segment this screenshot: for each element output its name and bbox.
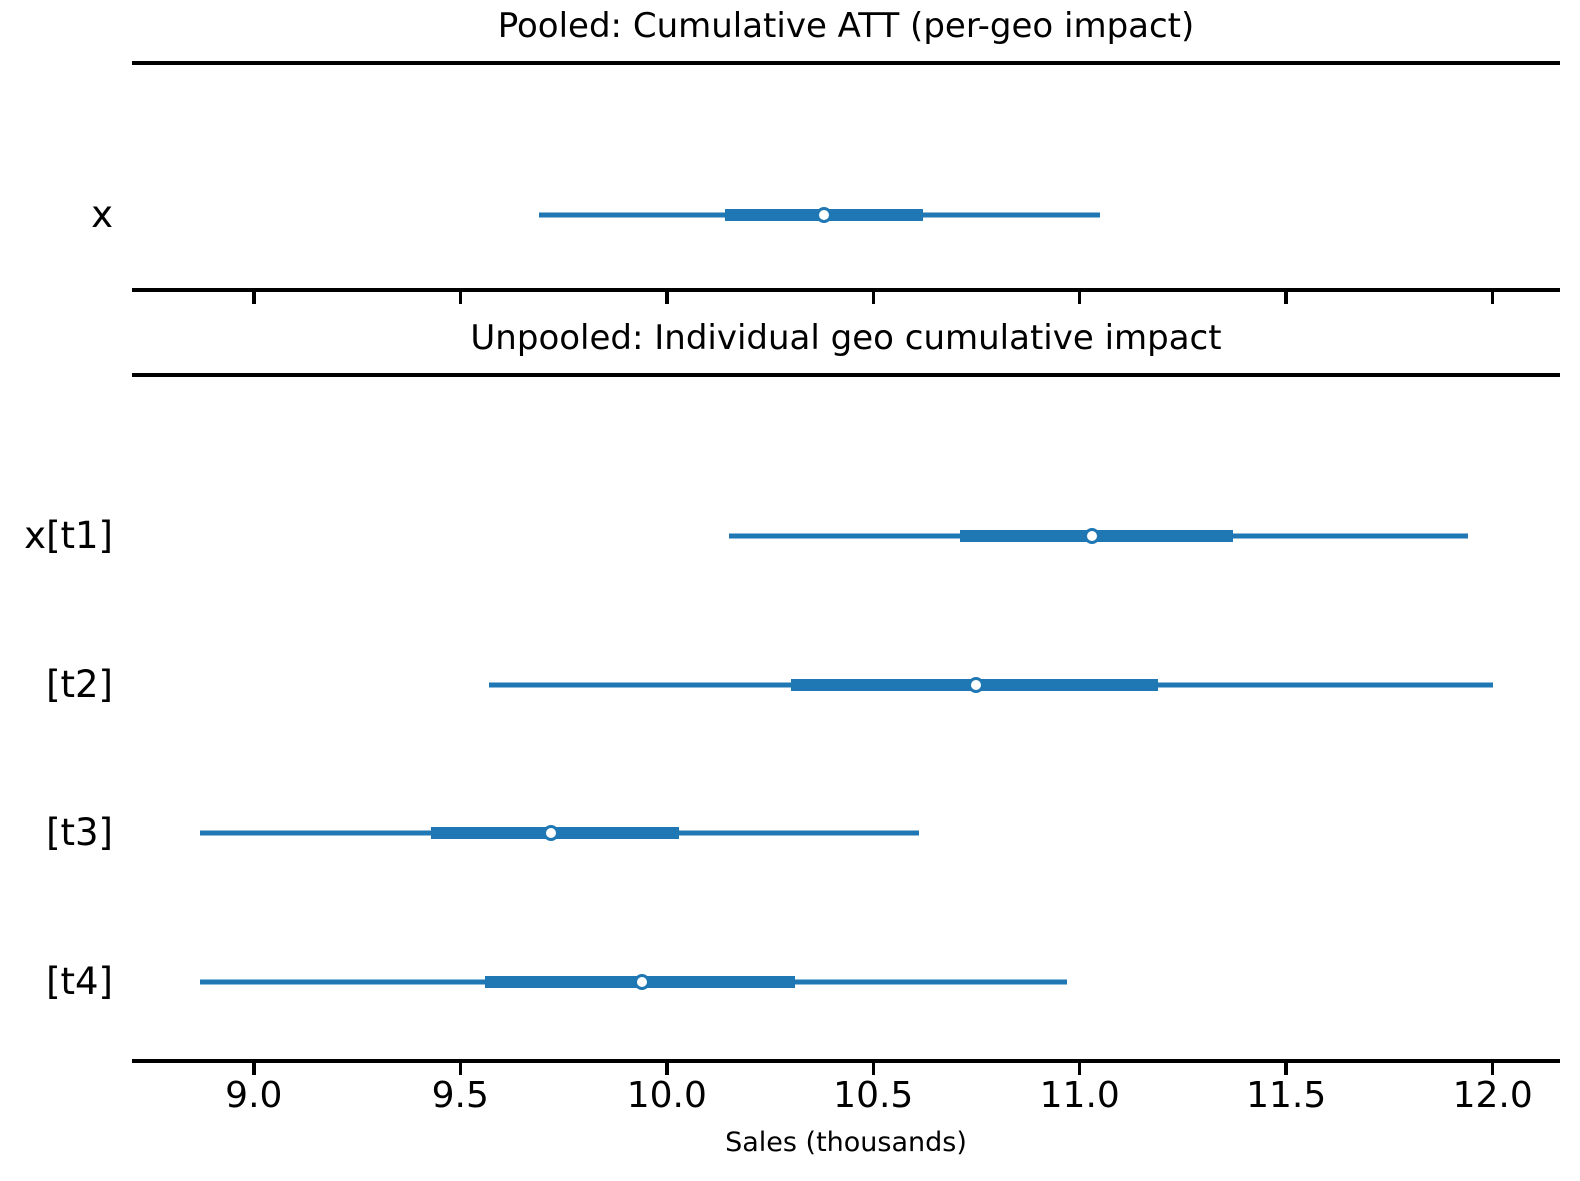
unpooled-panel-title: Unpooled: Individual geo cumulative impa…	[470, 318, 1222, 358]
x-axis-tick-mark	[252, 292, 256, 304]
mean-point-marker	[1084, 528, 1101, 544]
x-axis-tick-label: 10.5	[833, 1075, 914, 1116]
x-axis-tick-mark	[1284, 292, 1288, 304]
row-label: [t3]	[46, 811, 113, 854]
row-label: [t4]	[46, 960, 113, 1003]
pooled-panel	[132, 61, 1560, 292]
x-axis-tick-mark	[1284, 1063, 1288, 1075]
mean-point-marker	[815, 207, 832, 223]
x-axis-tick-mark	[458, 292, 463, 304]
row-label: x[t1]	[24, 514, 113, 557]
x-axis-tick-mark	[665, 1063, 669, 1075]
x-axis-tick-mark	[252, 1063, 256, 1075]
x-axis-tick-mark	[871, 292, 875, 304]
x-axis-tick-mark	[1077, 292, 1082, 304]
x-axis-tick-label: 11.0	[1039, 1075, 1120, 1116]
row-label: x	[91, 193, 113, 236]
x-axis-tick-mark	[1077, 1063, 1082, 1075]
unpooled-panel	[132, 373, 1560, 1063]
x-axis-tick-mark	[458, 1063, 463, 1075]
x-axis-tick-label: 12.0	[1452, 1075, 1533, 1116]
row-label: [t2]	[46, 663, 113, 706]
x-axis-tick-label: 10.0	[626, 1075, 707, 1116]
x-axis-tick-mark	[1490, 292, 1495, 304]
x-axis-tick-label: 11.5	[1246, 1075, 1327, 1116]
mean-point-marker	[634, 974, 650, 990]
mean-point-marker	[968, 677, 985, 693]
mean-point-marker	[543, 825, 560, 841]
x-axis-tick-label: 9.5	[431, 1075, 489, 1116]
x-axis-tick-mark	[665, 292, 669, 304]
pooled-panel-title: Pooled: Cumulative ATT (per-geo impact)	[497, 6, 1195, 46]
x-axis-label: Sales (thousands)	[725, 1127, 967, 1158]
x-axis-tick-label: 9.0	[225, 1075, 283, 1116]
x-axis-tick-mark	[1490, 1063, 1495, 1075]
x-axis-tick-mark	[871, 1063, 875, 1075]
